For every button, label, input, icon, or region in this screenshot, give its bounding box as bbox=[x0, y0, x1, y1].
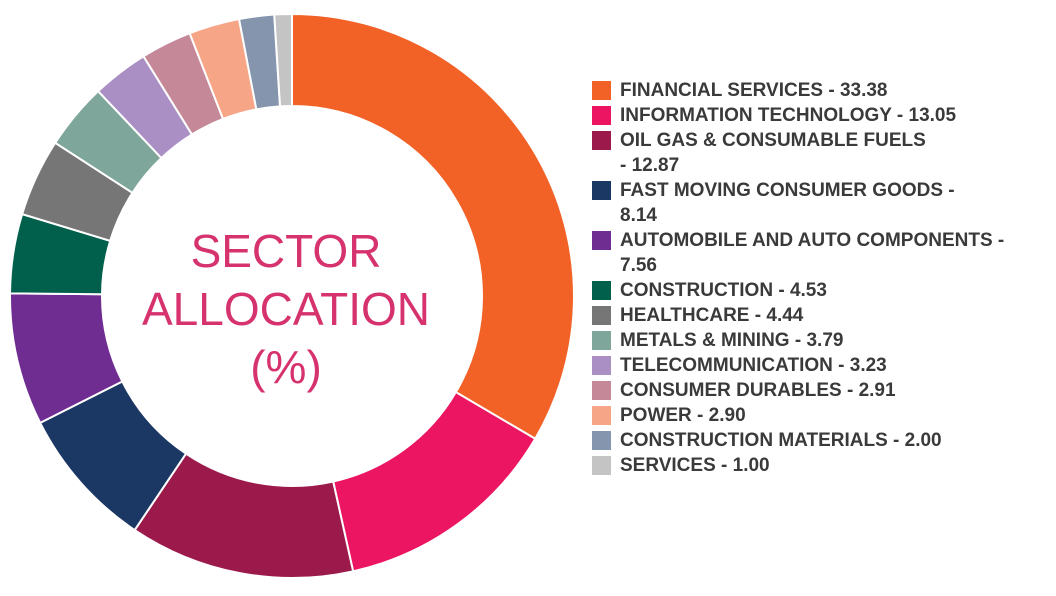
legend-label: CONSTRUCTION bbox=[620, 280, 774, 301]
legend-value: 7.56 bbox=[620, 255, 657, 276]
legend-item: AUTOMOBILE AND AUTO COMPONENTS - 7.56 bbox=[592, 228, 1052, 278]
legend-value: 4.53 bbox=[789, 280, 827, 301]
legend-value: 13.05 bbox=[908, 105, 957, 126]
legend-swatch bbox=[592, 81, 611, 100]
chart-title-line-3: (%) bbox=[250, 341, 322, 393]
chart-title-line-1: SECTOR bbox=[190, 225, 382, 277]
legend-swatch bbox=[592, 331, 611, 350]
legend-item: FINANCIAL SERVICES 33.38 bbox=[592, 78, 1052, 103]
legend-swatch bbox=[592, 281, 611, 300]
legend-value: 2.90 bbox=[708, 405, 746, 426]
legend-item: CONSUMER DURABLES 2.91 bbox=[592, 378, 1052, 403]
legend-swatch bbox=[592, 381, 611, 400]
legend-label: AUTOMOBILE AND AUTO COMPONENTS - bbox=[620, 230, 1005, 251]
legend-value: 33.38 bbox=[839, 80, 888, 101]
legend-swatch bbox=[592, 356, 611, 375]
legend-label: METALS & MINING bbox=[620, 330, 790, 351]
legend-item: CONSTRUCTION MATERIALS 2.00 bbox=[592, 428, 1052, 453]
donut-chart bbox=[9, 12, 575, 579]
legend-swatch bbox=[592, 456, 611, 475]
legend-item: CONSTRUCTION 4.53 bbox=[592, 278, 1052, 303]
chart-title-line-2: ALLOCATION bbox=[142, 283, 430, 335]
legend-value: 2.00 bbox=[904, 430, 942, 451]
legend-value: 2.91 bbox=[858, 380, 896, 401]
legend-label: OIL GAS & CONSUMABLE FUELS bbox=[620, 130, 926, 151]
legend-swatch bbox=[592, 106, 611, 125]
chart-title: SECTOR ALLOCATION (%) bbox=[136, 222, 436, 396]
legend-item: HEALTHCARE 4.44 bbox=[592, 303, 1052, 328]
legend-swatch bbox=[592, 131, 611, 150]
legend-value: 8.14 bbox=[620, 205, 657, 226]
legend-label: POWER bbox=[620, 405, 692, 426]
legend-value: 1.00 bbox=[732, 455, 770, 476]
legend-label: HEALTHCARE bbox=[620, 305, 750, 326]
legend-label: FINANCIAL SERVICES bbox=[620, 80, 824, 101]
legend-label: FAST MOVING CONSUMER GOODS - bbox=[620, 180, 955, 201]
legend-label: SERVICES bbox=[620, 455, 716, 476]
legend-item: FAST MOVING CONSUMER GOODS - 8.14 bbox=[592, 178, 1052, 228]
legend-value: 3.23 bbox=[849, 355, 887, 376]
legend-value: 3.79 bbox=[806, 330, 844, 351]
legend-item: INFORMATION TECHNOLOGY 13.05 bbox=[592, 103, 1052, 128]
legend-value: 4.44 bbox=[766, 305, 804, 326]
donut-slice bbox=[273, 12, 293, 108]
legend-swatch bbox=[592, 181, 611, 200]
legend-label: CONSTRUCTION MATERIALS bbox=[620, 430, 888, 451]
legend-label: CONSUMER DURABLES bbox=[620, 380, 842, 401]
legend-item: OIL GAS & CONSUMABLE FUELS - 12.87 bbox=[592, 128, 1052, 178]
legend-swatch bbox=[592, 431, 611, 450]
legend-value: - 12.87 bbox=[620, 155, 680, 176]
legend-swatch bbox=[592, 406, 611, 425]
legend-swatch bbox=[592, 306, 611, 325]
legend-swatch bbox=[592, 231, 611, 250]
legend-item: TELECOMMUNICATION 3.23 bbox=[592, 353, 1052, 378]
donut-slices bbox=[9, 12, 575, 579]
legend-item: SERVICES 1.00 bbox=[592, 453, 1052, 478]
legend-item: POWER 2.90 bbox=[592, 403, 1052, 428]
legend-label: TELECOMMUNICATION bbox=[620, 355, 833, 376]
donut-slice bbox=[291, 12, 575, 441]
legend-item: METALS & MINING 3.79 bbox=[592, 328, 1052, 353]
legend-label: INFORMATION TECHNOLOGY bbox=[620, 105, 892, 126]
